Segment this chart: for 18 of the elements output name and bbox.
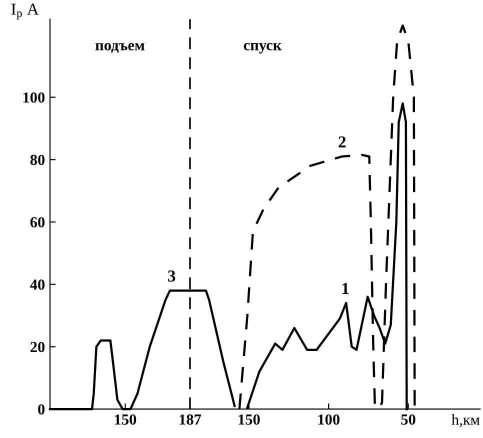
annotation: спуск (244, 42, 282, 54)
y-tick-label: 0 (38, 404, 45, 415)
annotation: подъем (95, 43, 144, 53)
y-tick-label: 20 (30, 342, 45, 352)
y-axis-title: I$_{p}$ A (11, 4, 39, 20)
annotation: 2 (338, 136, 346, 148)
y-tick-label: 100 (23, 92, 45, 103)
x-tick-label: 150 (115, 414, 136, 425)
y-tick-label: 80 (30, 154, 45, 166)
y-tick-label: 60 (30, 217, 45, 228)
x-axis-title: h,км (452, 414, 480, 428)
x-tick-label: 187 (180, 414, 202, 425)
x-tick-label: 100 (318, 414, 340, 425)
x-tick-label: 150 (238, 414, 260, 425)
annotation: 3 (168, 270, 176, 282)
x-tick-label: 50 (401, 414, 416, 425)
annotation: 1 (342, 282, 349, 294)
y-tick-label: 40 (30, 279, 45, 290)
